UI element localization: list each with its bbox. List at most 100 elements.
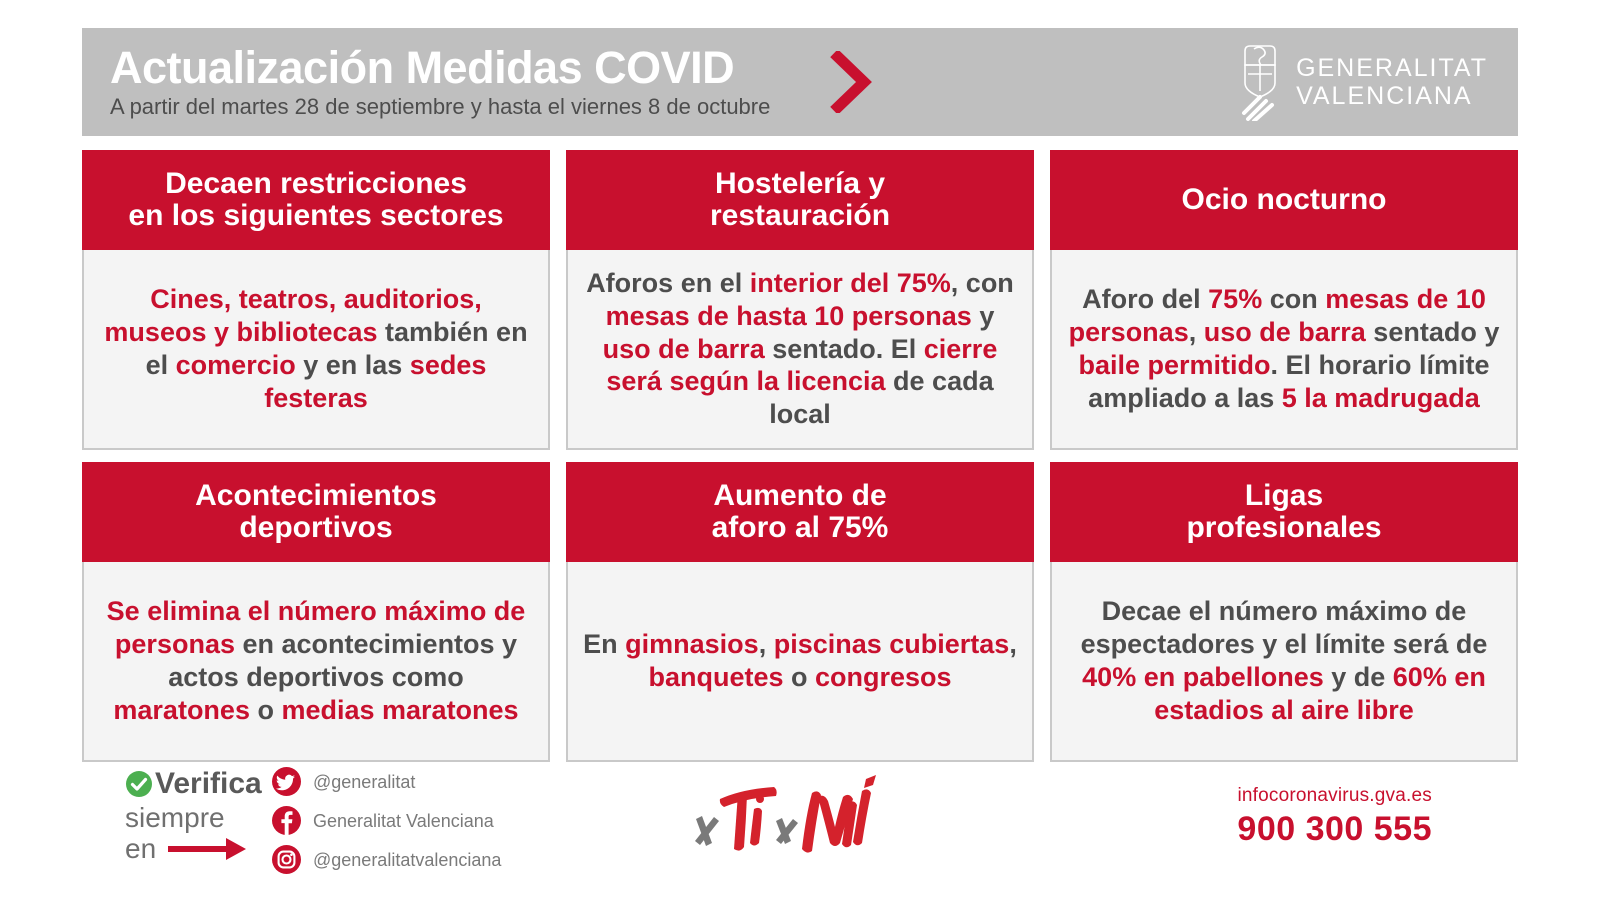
logo-line-2: VALENCIANA — [1296, 82, 1473, 110]
card-body-text: Aforo del 75% con mesas de 10 personas, … — [1066, 283, 1502, 415]
highlighted-text: Cines, teatros, auditorios, museos y bib… — [104, 284, 482, 348]
social-label: @generalitat — [313, 771, 416, 792]
verifica-row: Verifica — [125, 769, 262, 799]
card-acontecimientos-deportivos: Acontecimientos deportivos Se elimina el n… — [82, 462, 550, 762]
card-title-line-1: Hostelería y — [714, 166, 886, 200]
card-body-decaen-restricciones: Cines, teatros, auditorios, museos y bib… — [82, 250, 550, 450]
card-body-acontecimientos-deportivos: Se elimina el número máximo de personas … — [82, 562, 550, 762]
card-aumento-aforo: Aumento de aforo al 75% En gimnasios, pisc… — [566, 462, 1034, 762]
card-body-hosteleria-restauracion: Aforos en el interior del 75%, con mesas… — [566, 250, 1034, 450]
card-title: Hostelería y restauración — [710, 166, 890, 233]
card-title-line-2: en los siguientes sectores — [128, 199, 504, 232]
contact-block: infocoronavirus.gva.es 900 300 555 — [1237, 785, 1432, 849]
highlighted-text: gimnasios — [625, 629, 759, 660]
generalitat-logo: GENERALITAT VALENCIANA — [1238, 43, 1488, 121]
verifica-en-label: en — [125, 833, 157, 865]
plain-text: Aforos en el — [586, 267, 750, 298]
plain-text: , — [1188, 317, 1204, 348]
chevron-right-icon — [828, 51, 874, 113]
plain-text: . El horario límite ampliado a las — [1088, 350, 1490, 413]
plain-text: y en las — [295, 350, 410, 380]
social-link-instagram[interactable]: @generalitatvalenciana — [272, 845, 501, 874]
plain-text: y de — [1323, 662, 1393, 692]
right-arrow-icon — [168, 838, 247, 861]
plain-text: sentado y — [1365, 317, 1500, 348]
card-body-text: Aforos en el interior del 75%, con mesas… — [582, 267, 1018, 432]
card-body-text: Cines, teatros, auditorios, museos y bib… — [98, 283, 534, 415]
card-title: Acontecimientos deportivos — [195, 478, 437, 545]
card-header-aumento-aforo: Aumento de aforo al 75% — [566, 462, 1034, 562]
contact-phone[interactable]: 900 300 555 — [1237, 809, 1432, 848]
measures-card-grid: Decaen restricciones en los siguientes se… — [82, 150, 1518, 762]
plain-text: y — [971, 300, 995, 331]
page-subtitle: A partir del martes 28 de septiembre y h… — [110, 93, 771, 119]
card-title-line-1: Decaen restricciones — [165, 166, 467, 200]
twitter-icon — [272, 767, 301, 796]
card-body-text: En gimnasios, piscinas cubiertas, banque… — [582, 628, 1018, 694]
highlighted-text: sedes festeras — [264, 350, 487, 413]
highlighted-text: interior del 75% — [749, 267, 951, 298]
plain-text: , — [758, 629, 774, 660]
card-title-line-2: deportivos — [239, 511, 393, 544]
highlighted-text: piscinas cubiertas — [773, 629, 1010, 660]
generalitat-shield-icon — [1242, 45, 1276, 121]
highlighted-text: mesas de 10 personas — [1068, 284, 1486, 348]
card-header-hosteleria-restauracion: Hostelería y restauración — [566, 150, 1034, 250]
card-title-line-1: Ligas — [1244, 478, 1324, 512]
plain-text: , — [1009, 629, 1017, 660]
card-header-ligas-profesionales: Ligas profesionales — [1050, 462, 1518, 562]
card-body-text: Decae el número máximo de espectadores y… — [1066, 595, 1502, 727]
card-ocio-nocturno: Ocio nocturno Aforo del 75% con mesas de … — [1050, 150, 1518, 450]
footer: Verifica siempre en @generalitat Generali… — [0, 757, 1600, 900]
card-title: Decaen restricciones en los siguientes se… — [128, 166, 504, 233]
highlighted-text: 40% en pabellones — [1082, 662, 1324, 692]
highlighted-text: mesas de hasta 10 personas — [605, 300, 972, 331]
card-decaen-restricciones: Decaen restricciones en los siguientes se… — [82, 150, 550, 450]
card-title-line-1: Acontecimientos — [195, 478, 437, 512]
highlighted-text: cierre será según la licencia — [606, 333, 998, 397]
verifica-siempre-label: siempre — [125, 802, 225, 833]
highlighted-text: baile permitido — [1078, 350, 1271, 380]
header-bar: Actualización Medidas COVID A partir del… — [82, 28, 1518, 136]
social-link-facebook[interactable]: Generalitat Valenciana — [272, 806, 501, 835]
card-ligas-profesionales: Ligas profesionales Decae el número máximo… — [1050, 462, 1518, 762]
highlighted-text: congresos — [814, 662, 952, 692]
highlighted-text: Se elimina el número máximo de personas — [106, 596, 526, 660]
plain-text: , con — [950, 267, 1014, 298]
green-check-icon — [126, 771, 152, 797]
verifica-label: Verifica — [155, 767, 262, 800]
highlighted-text: banquetes — [648, 662, 784, 692]
social-label: Generalitat Valenciana — [313, 810, 494, 831]
logo-line-1: GENERALITAT — [1296, 54, 1488, 82]
card-body-ocio-nocturno: Aforo del 75% con mesas de 10 personas, … — [1050, 250, 1518, 450]
social-links-list: @generalitat Generalitat Valenciana @gener… — [272, 767, 501, 874]
social-label: @generalitatvalenciana — [313, 849, 502, 870]
instagram-icon — [272, 845, 301, 874]
highlighted-text: medias maratones — [281, 694, 519, 725]
plain-text: también en el — [145, 317, 528, 380]
plain-text: sentado. El — [764, 333, 924, 364]
card-title-line-2: profesionales — [1186, 511, 1382, 544]
plain-text: de cada local — [769, 366, 994, 430]
card-title: Ocio nocturno — [1182, 183, 1387, 216]
highlighted-text: 60% en estadios al aire libre — [1154, 662, 1486, 725]
card-body-text: Se elimina el número máximo de personas … — [98, 595, 534, 727]
x-ti-x-mi-logo — [695, 775, 876, 853]
plain-text: En — [583, 629, 626, 660]
card-title-line-1: Aumento de — [713, 478, 887, 512]
generalitat-logo-text: GENERALITAT VALENCIANA — [1296, 54, 1488, 110]
card-header-ocio-nocturno: Ocio nocturno — [1050, 150, 1518, 250]
card-title-line-2: aforo al 75% — [711, 511, 889, 544]
social-link-twitter[interactable]: @generalitat — [272, 767, 501, 796]
card-title: Ligas profesionales — [1186, 478, 1382, 545]
contact-website[interactable]: infocoronavirus.gva.es — [1237, 785, 1432, 806]
plain-text: con — [1262, 284, 1326, 315]
card-header-decaen-restricciones: Decaen restricciones en los siguientes se… — [82, 150, 550, 250]
plain-text: Decae el número máximo de espectadores y… — [1080, 596, 1488, 660]
highlighted-text: comercio — [175, 350, 296, 380]
highlighted-text: uso de barra — [602, 333, 765, 364]
plain-text: en acontecimientos y actos deportivos co… — [168, 629, 518, 692]
verifica-en-row: en — [125, 835, 262, 863]
highlighted-text: 5 la madrugada — [1281, 382, 1480, 413]
header-title-group: Actualización Medidas COVID A partir del… — [110, 43, 771, 121]
